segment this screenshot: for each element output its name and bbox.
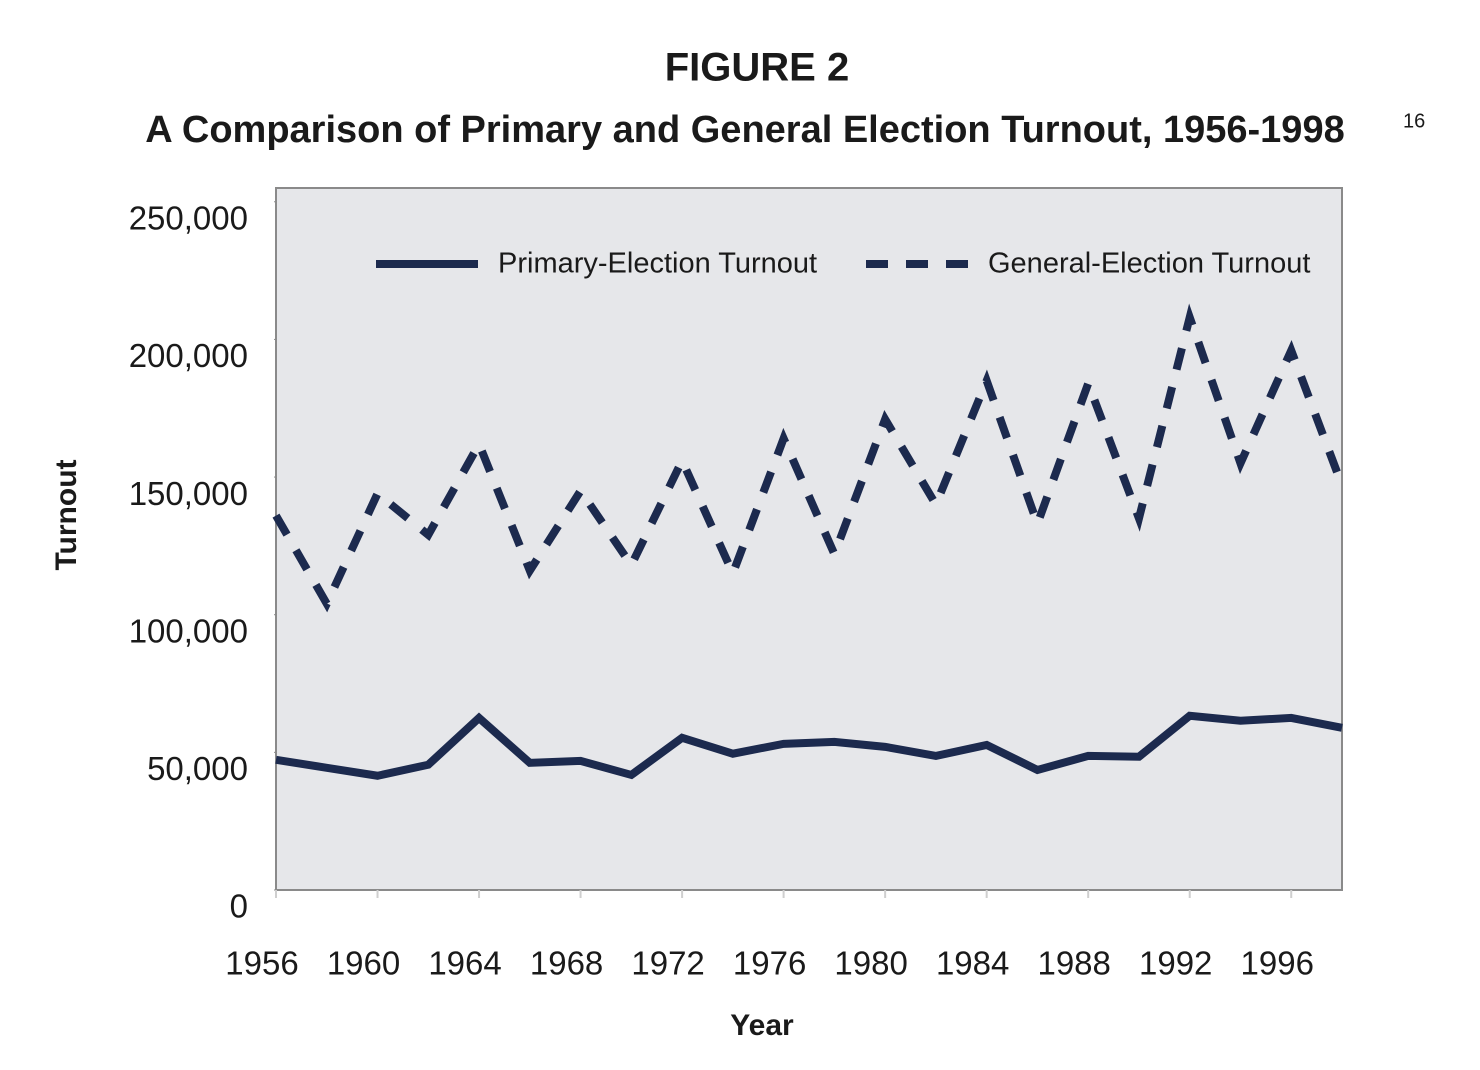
x-tick-label: 1956: [225, 945, 298, 982]
x-tick-label: 1988: [1037, 945, 1110, 982]
y-tick-label: 0: [230, 888, 248, 925]
x-tick-label: 1976: [733, 945, 806, 982]
y-tick-label: 50,000: [147, 750, 248, 787]
y-tick-label: 250,000: [129, 199, 248, 236]
x-tick-label: 1968: [530, 945, 603, 982]
y-tick-label: 150,000: [129, 475, 248, 512]
legend-label: Primary-Election Turnout: [498, 248, 817, 280]
x-tick-label: 1980: [834, 945, 907, 982]
footnote-mark: 16: [1403, 110, 1425, 132]
x-tick-label: 1964: [428, 945, 501, 982]
y-tick-label: 100,000: [129, 612, 248, 649]
plot-area: [275, 187, 1343, 891]
x-tick-label: 1960: [327, 945, 400, 982]
y-axis-label: Turnout: [50, 459, 83, 570]
x-tick-label: 1984: [936, 945, 1009, 982]
x-tick-label: 1972: [631, 945, 704, 982]
legend-label: General-Election Turnout: [988, 248, 1310, 280]
series-line: [272, 303, 1346, 613]
x-tick-label: 1992: [1139, 945, 1212, 982]
chart-title: FIGURE 2: [665, 46, 849, 90]
x-axis-label: Year: [730, 1009, 794, 1042]
x-tick-label: 1996: [1241, 945, 1314, 982]
y-tick-label: 200,000: [129, 337, 248, 374]
series-line: [275, 711, 1343, 780]
chart-subtitle: A Comparison of Primary and General Elec…: [145, 109, 1344, 151]
